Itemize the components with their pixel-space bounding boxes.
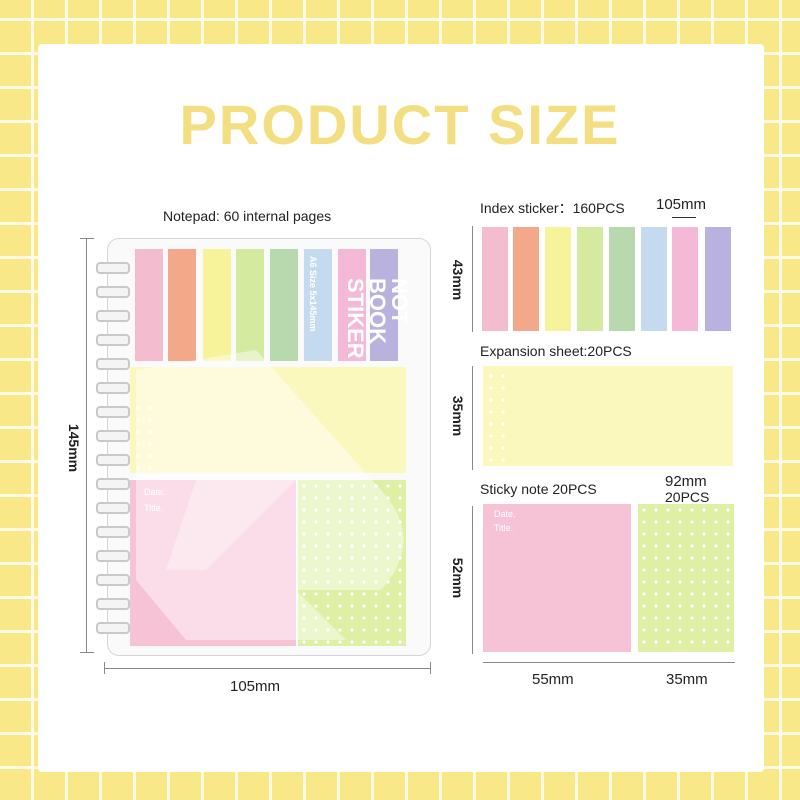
sticky-note-92mm-label: 92mm <box>665 473 707 490</box>
notepad-tab-green <box>270 249 298 361</box>
expansion-sheet-label: Expansion sheet:20PCS <box>480 343 632 359</box>
notepad-tab-orange <box>168 249 196 361</box>
expansion-sheet <box>483 366 733 466</box>
note-date-label: Date. <box>144 487 166 497</box>
ring <box>96 454 130 466</box>
expansion-sheet-dots <box>485 370 511 462</box>
ring <box>96 358 130 370</box>
index-sticker-pink <box>482 227 508 331</box>
notepad-green-note <box>298 480 406 646</box>
sticky-green-width-label: 35mm <box>666 671 708 688</box>
expansion-height-line <box>472 366 473 470</box>
sticky-width-line <box>483 662 735 663</box>
notepad-width-tick-left <box>104 662 105 674</box>
index-height-line <box>472 226 473 332</box>
ring <box>96 310 130 322</box>
notepad-transparent-flap <box>136 350 404 640</box>
notepad-height-label: 145mm <box>66 423 82 473</box>
ring <box>96 550 130 562</box>
ring <box>96 502 130 514</box>
index-sticker-orange <box>513 227 539 331</box>
ring <box>96 286 130 298</box>
sticky-height-label: 52mm <box>450 557 466 599</box>
ring <box>96 622 130 634</box>
sticky-title-label: Title. <box>494 523 514 533</box>
index-sticker-purple <box>705 227 731 331</box>
sticky-note-green <box>638 504 734 652</box>
sticky-date-label: Date. <box>494 509 516 519</box>
notepad-height-tick-top <box>80 238 94 239</box>
index-sticker-yellow <box>545 227 571 331</box>
index-sticker-green <box>609 227 635 331</box>
ring <box>96 334 130 346</box>
notepad-pink-note <box>130 480 296 646</box>
notepad-expansion-dots <box>132 402 156 470</box>
index-sticker-width-mark <box>672 217 696 218</box>
notepad-height-line <box>86 238 87 652</box>
index-sticker-label: Index sticker：160PCS <box>480 200 625 216</box>
notepad-width-tick-right <box>430 662 431 674</box>
index-sticker-width-label: 105mm <box>656 196 707 213</box>
notepad-width-label: 105mm <box>230 678 281 695</box>
index-sticker-lime <box>577 227 603 331</box>
ring <box>96 406 130 418</box>
expansion-height-label: 35mm <box>450 395 466 437</box>
sticky-pink-width-label: 55mm <box>532 671 574 688</box>
index-sticker-blue <box>641 227 667 331</box>
sticky-note-label: Sticky note 20PCS <box>480 481 597 497</box>
ring <box>96 262 130 274</box>
ring <box>96 430 130 442</box>
note-title-label: Title. <box>144 503 164 513</box>
notepad-tab-yellow <box>203 249 231 361</box>
notepad-tab-purple <box>370 249 398 361</box>
notepad-tab-lime <box>236 249 264 361</box>
notepad-tab-magenta <box>338 249 366 361</box>
ring <box>96 478 130 490</box>
notepad-height-tick-bottom <box>80 652 94 653</box>
ring <box>96 382 130 394</box>
ring <box>96 526 130 538</box>
notepad-tab-pink <box>135 249 163 361</box>
sticky-note-pink <box>483 504 631 652</box>
page-title: PRODUCT SIZE <box>179 93 621 156</box>
notepad-caption: Notepad: 60 internal pages <box>163 208 332 224</box>
notepad-tab-blue <box>304 249 332 361</box>
sticky-note-20pcs-label: 20PCS <box>665 489 710 505</box>
index-height-label: 43mm <box>450 259 466 301</box>
sticky-height-line <box>472 506 473 654</box>
ring <box>96 598 130 610</box>
index-sticker-magenta <box>672 227 698 331</box>
notepad-expansion-sheet <box>130 367 406 473</box>
ring <box>96 574 130 586</box>
notepad-width-line <box>104 668 430 669</box>
